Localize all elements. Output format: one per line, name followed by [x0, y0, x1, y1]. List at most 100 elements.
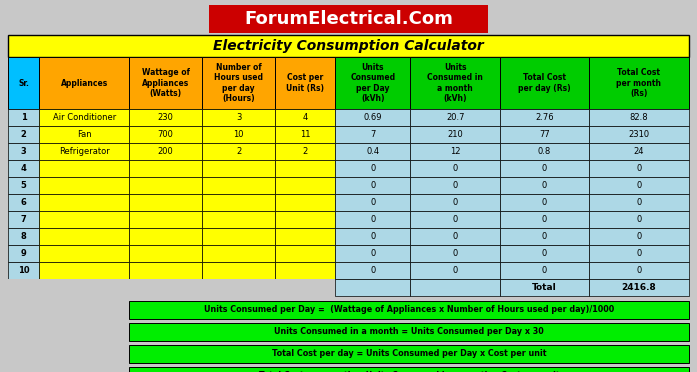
Bar [275, 245, 335, 262]
Text: Wattage of
Appliances
(Watts): Wattage of Appliances (Watts) [141, 68, 190, 98]
Bar [130, 262, 202, 279]
Bar [335, 228, 411, 245]
Bar [411, 279, 500, 296]
Bar [130, 323, 689, 341]
Bar [411, 228, 500, 245]
Bar [335, 211, 411, 228]
Text: 4: 4 [302, 113, 307, 122]
Bar [500, 211, 589, 228]
Bar [130, 211, 202, 228]
Bar [8, 262, 39, 279]
Bar [8, 194, 39, 211]
Bar [500, 160, 589, 177]
Text: 0: 0 [542, 232, 547, 241]
Bar [130, 160, 202, 177]
Text: 210: 210 [447, 130, 464, 139]
Bar [275, 143, 335, 160]
Bar [202, 143, 275, 160]
Bar [275, 279, 335, 296]
Bar [275, 109, 335, 126]
Bar [8, 279, 39, 296]
Bar [39, 126, 130, 143]
Text: 0.69: 0.69 [364, 113, 382, 122]
Bar [130, 194, 202, 211]
Bar [202, 262, 275, 279]
Text: 2310: 2310 [628, 130, 650, 139]
Text: 0: 0 [636, 181, 641, 190]
Bar [202, 211, 275, 228]
Bar [589, 245, 689, 262]
Bar [202, 279, 275, 296]
Text: Sr.: Sr. [18, 78, 29, 87]
Bar [411, 177, 500, 194]
Bar [411, 262, 500, 279]
Text: 2: 2 [302, 147, 307, 156]
Bar [275, 177, 335, 194]
Text: Number of
Hours used
per day
(Hours): Number of Hours used per day (Hours) [214, 63, 263, 103]
Text: 0: 0 [636, 249, 641, 258]
Bar [39, 228, 130, 245]
Bar [500, 279, 589, 296]
Bar [275, 228, 335, 245]
Text: 1: 1 [21, 113, 26, 122]
Text: 200: 200 [158, 147, 174, 156]
Bar [202, 57, 275, 109]
Bar [275, 126, 335, 143]
Text: Units Consumed in a month = Units Consumed per Day x 30: Units Consumed in a month = Units Consum… [275, 327, 544, 337]
Bar [500, 262, 589, 279]
Text: 5: 5 [21, 181, 26, 190]
Text: Electricity Consumption Calculator: Electricity Consumption Calculator [213, 39, 484, 53]
Bar [500, 245, 589, 262]
Bar [8, 35, 689, 57]
Text: 0: 0 [370, 249, 376, 258]
Text: 0: 0 [636, 215, 641, 224]
Bar [500, 126, 589, 143]
Bar [8, 57, 39, 109]
Text: 77: 77 [539, 130, 550, 139]
Text: Appliances: Appliances [61, 78, 108, 87]
Bar [130, 345, 689, 363]
Bar [275, 211, 335, 228]
Bar [8, 3, 689, 35]
Bar [130, 143, 202, 160]
Bar [500, 177, 589, 194]
Bar [411, 143, 500, 160]
Bar [39, 160, 130, 177]
Text: 4: 4 [21, 164, 26, 173]
Bar [411, 160, 500, 177]
Bar [39, 109, 130, 126]
Text: 0: 0 [542, 266, 547, 275]
Bar [39, 262, 130, 279]
Bar [589, 143, 689, 160]
Text: 0: 0 [370, 164, 376, 173]
Bar [589, 126, 689, 143]
Bar [335, 126, 411, 143]
Bar [335, 177, 411, 194]
Bar [39, 279, 130, 296]
Bar [411, 126, 500, 143]
Text: 0: 0 [370, 266, 376, 275]
Text: 0: 0 [370, 198, 376, 207]
Bar [130, 301, 689, 319]
Text: 10: 10 [18, 266, 29, 275]
Text: 0: 0 [542, 164, 547, 173]
Text: 0: 0 [636, 232, 641, 241]
Text: 0: 0 [453, 181, 458, 190]
Text: Total: Total [533, 283, 557, 292]
Bar [202, 126, 275, 143]
Bar [130, 245, 202, 262]
Bar [202, 160, 275, 177]
Text: 0: 0 [636, 164, 641, 173]
Bar [335, 109, 411, 126]
Text: Refrigerator: Refrigerator [59, 147, 109, 156]
Bar [202, 228, 275, 245]
Bar [8, 143, 39, 160]
Bar [8, 177, 39, 194]
Bar [411, 109, 500, 126]
Bar [500, 228, 589, 245]
Text: 0: 0 [370, 215, 376, 224]
Text: 0: 0 [370, 232, 376, 241]
Text: 2: 2 [21, 130, 26, 139]
Bar [8, 160, 39, 177]
Bar [39, 245, 130, 262]
